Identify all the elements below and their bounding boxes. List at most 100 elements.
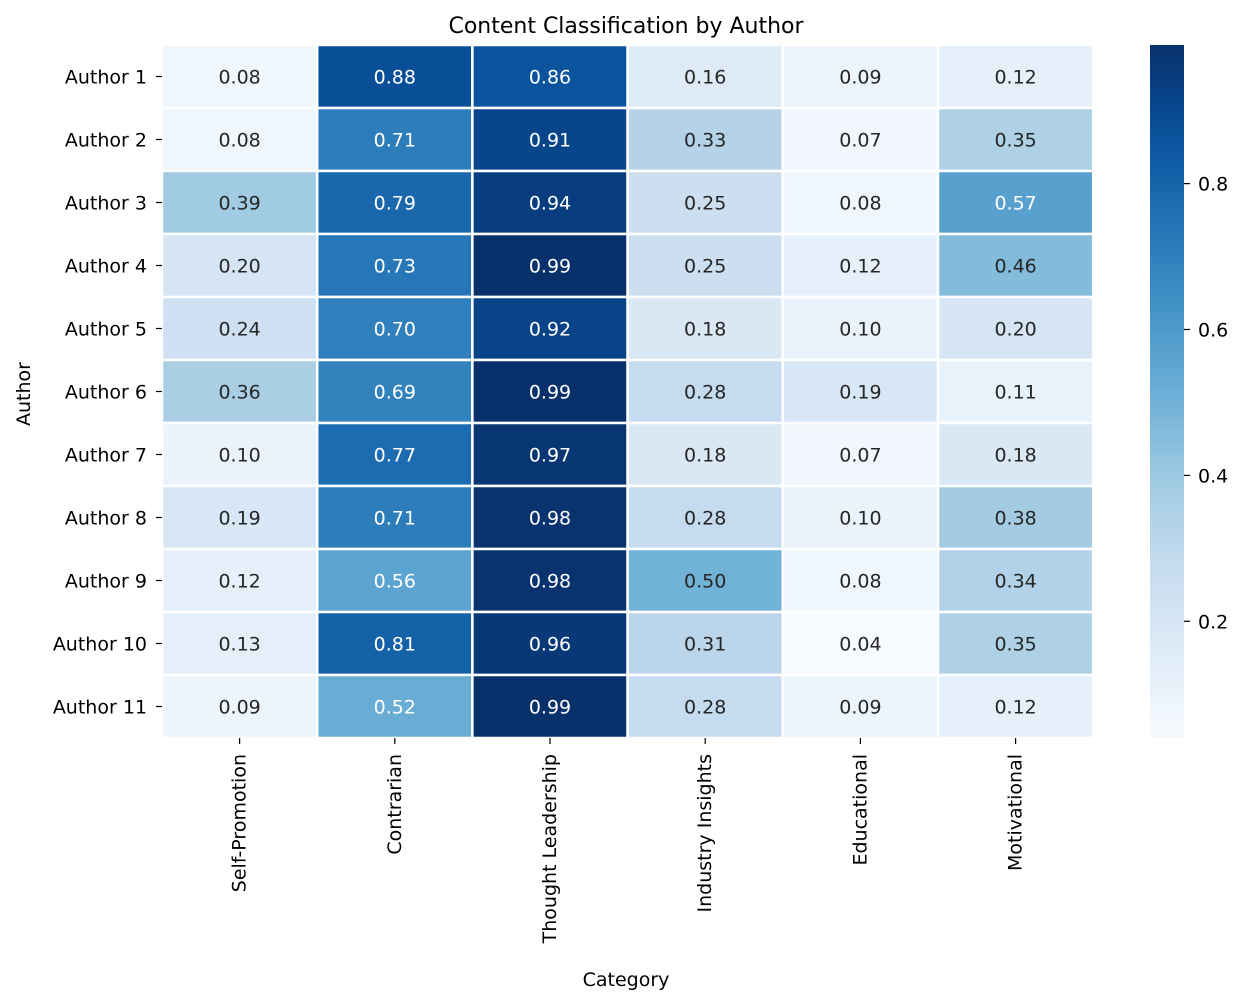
heatmap-cell <box>936 421 1095 488</box>
cell-value-label: 0.92 <box>529 319 571 341</box>
chart-title: Content Classification by Author <box>448 14 804 39</box>
colorbar-gradient <box>1150 45 1184 738</box>
cell-value-label: 0.69 <box>374 382 416 404</box>
heatmap-cell <box>160 358 319 425</box>
x-tick-label: Educational <box>849 754 871 866</box>
colorbar-tick-label: 0.4 <box>1198 465 1228 487</box>
heatmap-cell <box>315 169 474 236</box>
cell-value-label: 0.09 <box>839 697 881 719</box>
y-axis-label: Author <box>13 362 35 426</box>
cell-value-label: 0.11 <box>994 382 1036 404</box>
cell-value-label: 0.99 <box>529 697 571 719</box>
heatmap-cell <box>781 232 940 299</box>
cell-value-label: 0.13 <box>218 634 260 656</box>
cell-value-label: 0.16 <box>684 67 726 89</box>
x-axis-label: Category <box>583 969 670 991</box>
heatmap-cell <box>626 106 785 173</box>
heatmap-cell <box>160 673 319 740</box>
cell-value-label: 0.98 <box>529 508 571 530</box>
heatmap-cell <box>936 484 1095 551</box>
cell-value-label: 0.18 <box>684 445 726 467</box>
heatmap-cell <box>936 547 1095 614</box>
colorbar: 0.2 0.4 0.6 0.8 <box>1150 45 1228 738</box>
column-labels: Self-Promotion Contrarian Thought Leadersh… <box>229 738 1027 944</box>
cell-value-label: 0.07 <box>839 130 881 152</box>
colorbar-tick-label: 0.8 <box>1198 174 1228 196</box>
y-tick-label: Author 6 <box>65 382 147 404</box>
cell-value-label: 0.04 <box>839 634 881 656</box>
heatmap-cell <box>781 169 940 236</box>
heatmap-cell <box>315 232 474 299</box>
cell-value-label: 0.99 <box>529 256 571 278</box>
y-tick-label: Author 7 <box>65 445 147 467</box>
heatmap-cell <box>160 547 319 614</box>
cell-value-label: 0.08 <box>218 130 260 152</box>
cell-value-label: 0.73 <box>374 256 416 278</box>
heatmap-cell <box>936 358 1095 425</box>
cell-value-label: 0.99 <box>529 382 571 404</box>
heatmap-cell <box>315 43 474 110</box>
cell-value-label: 0.10 <box>218 445 260 467</box>
cell-value-label: 0.20 <box>218 256 260 278</box>
x-tick-label: Contrarian <box>384 754 406 855</box>
colorbar-tick-label: 0.2 <box>1198 611 1228 633</box>
heatmap-cell <box>160 610 319 677</box>
heatmap-cell <box>315 106 474 173</box>
heatmap-cell <box>626 673 785 740</box>
y-tick-label: Author 8 <box>65 508 147 530</box>
cell-value-label: 0.36 <box>218 382 260 404</box>
cell-value-label: 0.98 <box>529 571 571 593</box>
heatmap-cell <box>936 295 1095 362</box>
cell-value-label: 0.91 <box>529 130 571 152</box>
heatmap-cell <box>781 547 940 614</box>
cell-value-label: 0.71 <box>374 130 416 152</box>
cell-value-label: 0.46 <box>994 256 1036 278</box>
cell-value-label: 0.28 <box>684 508 726 530</box>
cell-value-label: 0.08 <box>218 67 260 89</box>
cell-value-label: 0.77 <box>374 445 416 467</box>
heatmap-cell <box>471 484 629 551</box>
cell-value-label: 0.12 <box>218 571 260 593</box>
cell-value-label: 0.71 <box>374 508 416 530</box>
cell-value-label: 0.10 <box>839 508 881 530</box>
cell-value-label: 0.18 <box>994 445 1036 467</box>
heatmap-cell <box>781 484 940 551</box>
cell-value-label: 0.50 <box>684 571 726 593</box>
cell-value-label: 0.56 <box>374 571 416 593</box>
cell-value-label: 0.33 <box>684 130 726 152</box>
cell-value-label: 0.09 <box>218 697 260 719</box>
x-tick-label: Self-Promotion <box>229 754 251 892</box>
y-tick-label: Author 3 <box>65 193 147 215</box>
heatmap-cell <box>160 232 319 299</box>
heatmap-cell <box>936 673 1095 740</box>
cell-value-label: 0.34 <box>994 571 1036 593</box>
cell-value-label: 0.12 <box>994 697 1036 719</box>
y-tick-label: Author 1 <box>65 67 147 89</box>
x-tick-label: Thought Leadership <box>539 754 561 944</box>
row-labels: Author 1 Author 2 Author 3 Author 4 Author 5… <box>53 67 162 719</box>
cell-value-label: 0.28 <box>684 382 726 404</box>
y-tick-label: Author 10 <box>53 634 147 656</box>
heatmap-cell <box>471 295 629 362</box>
cell-value-label: 0.35 <box>994 634 1036 656</box>
heatmap-cell <box>781 610 940 677</box>
y-tick-label: Author 9 <box>65 571 147 593</box>
cell-value-label: 0.09 <box>839 67 881 89</box>
cell-value-label: 0.57 <box>994 193 1036 215</box>
cell-value-label: 0.96 <box>529 634 571 656</box>
heatmap-cell <box>936 169 1095 236</box>
cell-value-label: 0.12 <box>839 256 881 278</box>
heatmap-cell <box>626 169 785 236</box>
cell-value-label: 0.79 <box>374 193 416 215</box>
heatmap-cell <box>471 232 629 299</box>
heatmap-cell <box>626 232 785 299</box>
cell-value-label: 0.25 <box>684 256 726 278</box>
cell-value-label: 0.52 <box>374 697 416 719</box>
heatmap-cell <box>781 295 940 362</box>
heatmap-cell <box>626 295 785 362</box>
heatmap-cell <box>315 610 474 677</box>
cell-value-label: 0.39 <box>218 193 260 215</box>
cell-value-label: 0.31 <box>684 634 726 656</box>
cell-value-label: 0.38 <box>994 508 1036 530</box>
